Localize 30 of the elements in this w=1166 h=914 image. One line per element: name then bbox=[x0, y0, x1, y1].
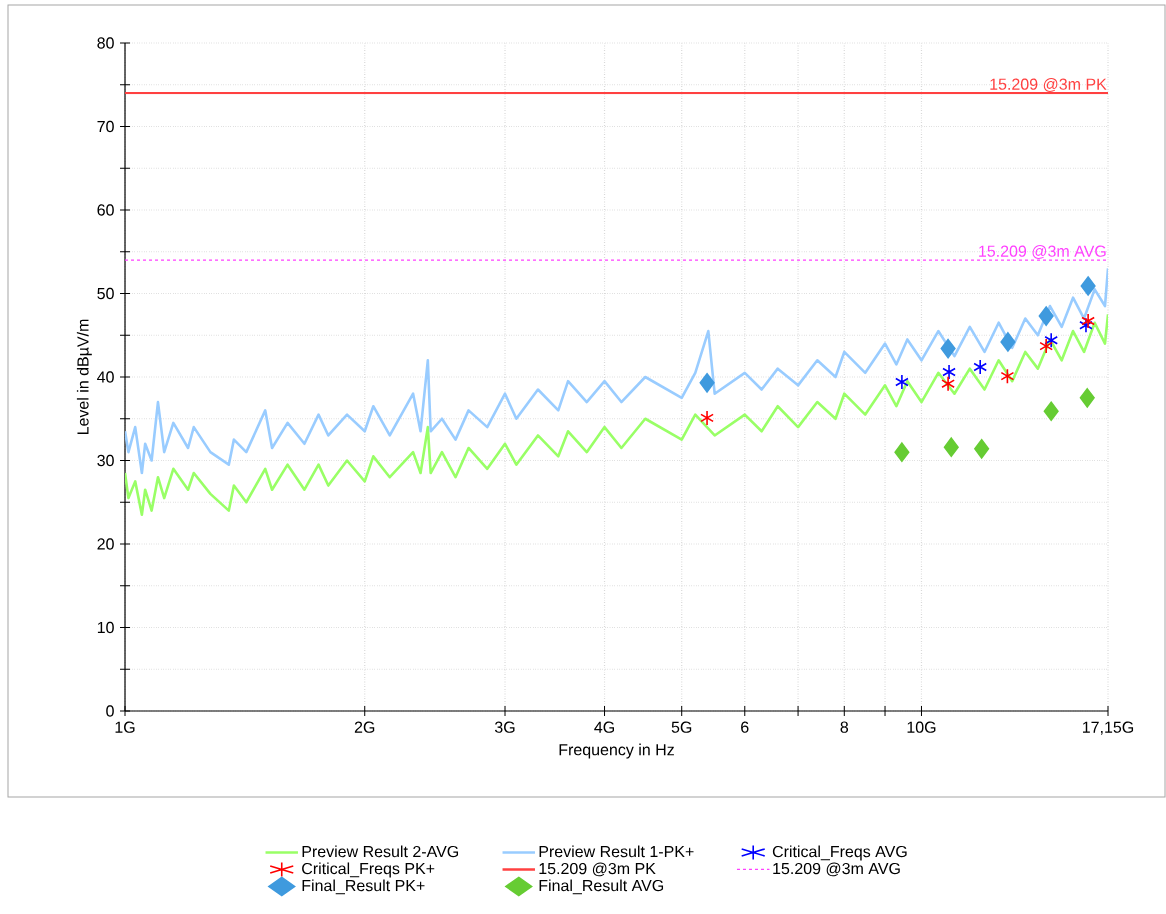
y-tick-label: 70 bbox=[97, 120, 114, 133]
legend-label: 15.209 @3m PK bbox=[539, 862, 656, 877]
legend-label: Critical_Freqs PK+ bbox=[302, 862, 435, 878]
y-tick-label: 0 bbox=[106, 705, 114, 717]
x-tick-label: 4G bbox=[594, 721, 614, 733]
x-tick-label: 1G bbox=[115, 721, 135, 733]
x-tick-label: 2G bbox=[354, 721, 375, 733]
legend-label: Preview Result 2-AVG bbox=[302, 845, 459, 858]
legend-label: Final_Result PK+ bbox=[302, 879, 425, 895]
legend-label: 15.209 @3m AVG bbox=[773, 862, 900, 877]
y-tick-label: 20 bbox=[97, 538, 114, 550]
legend-label: Preview Result 1-PK+ bbox=[539, 845, 694, 858]
legend-label: Critical_Freqs AVG bbox=[772, 845, 907, 861]
annotation: 15.209 @3m AVG bbox=[979, 245, 1106, 259]
y-tick-label: 10 bbox=[97, 621, 114, 634]
y-tick-label: 50 bbox=[97, 287, 114, 300]
y-tick-label: 40 bbox=[97, 371, 114, 383]
y-tick-label: 80 bbox=[97, 37, 114, 49]
legend-label: Final_Result AVG bbox=[539, 879, 664, 895]
x-tick-label: 5G bbox=[671, 721, 692, 733]
annotation: 15.209 @3m PK bbox=[990, 78, 1107, 92]
y-tick-label: 30 bbox=[97, 454, 114, 467]
x-tick-label: 10G bbox=[907, 721, 936, 733]
y-axis-title: Level in dBµV/m bbox=[76, 319, 92, 435]
y-tick-label: 60 bbox=[97, 204, 114, 216]
x-tick-label: 17,15G bbox=[1082, 721, 1134, 735]
x-tick-label: 6 bbox=[741, 721, 749, 733]
x-axis-title: Frequency in Hz bbox=[559, 743, 674, 759]
x-tick-label: 3G bbox=[494, 721, 515, 733]
x-tick-label: 8 bbox=[840, 721, 849, 733]
